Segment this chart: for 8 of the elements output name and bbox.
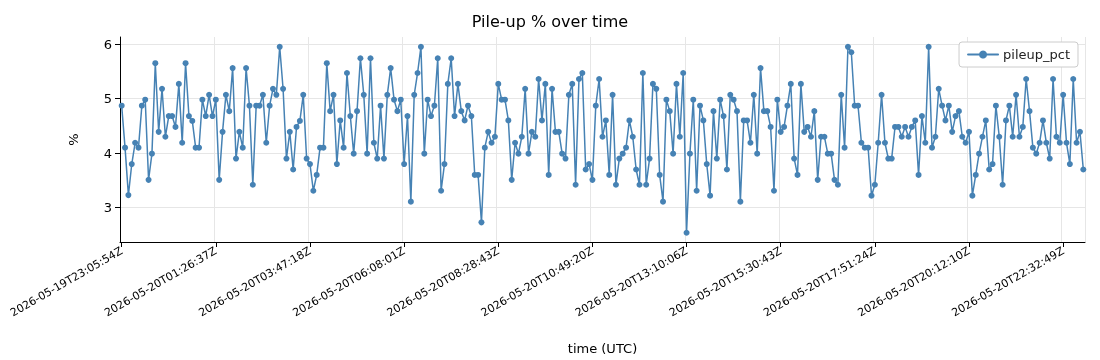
y-axis-title: % [66, 133, 81, 146]
chart-title: Pile-up % over time [471, 11, 629, 31]
y-tick-label: 6 [103, 36, 112, 52]
y-tick-label: 4 [103, 145, 112, 161]
x-axis-title: time (UTC) [567, 341, 638, 356]
legend-label: pileup_pct [1003, 47, 1071, 62]
y-tick-label: 5 [103, 91, 112, 107]
y-tick-label: 3 [103, 200, 112, 216]
